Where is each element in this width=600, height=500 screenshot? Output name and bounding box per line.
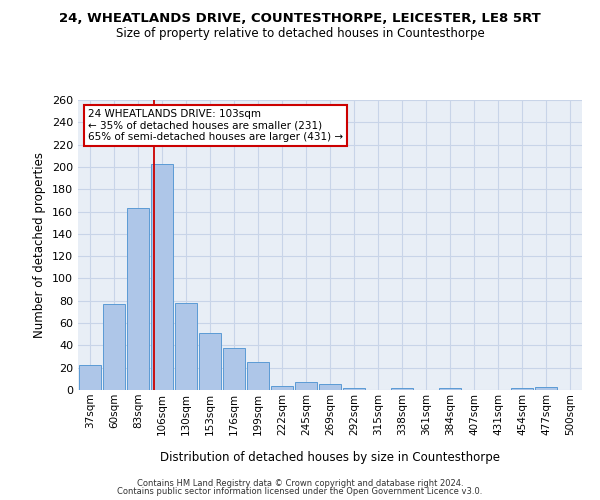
Text: 24, WHEATLANDS DRIVE, COUNTESTHORPE, LEICESTER, LE8 5RT: 24, WHEATLANDS DRIVE, COUNTESTHORPE, LEI… — [59, 12, 541, 26]
Bar — [127, 208, 149, 390]
Bar — [343, 388, 365, 390]
Text: Distribution of detached houses by size in Countesthorpe: Distribution of detached houses by size … — [160, 451, 500, 464]
Text: Contains public sector information licensed under the Open Government Licence v3: Contains public sector information licen… — [118, 487, 482, 496]
Bar — [247, 362, 269, 390]
Text: Size of property relative to detached houses in Countesthorpe: Size of property relative to detached ho… — [116, 28, 484, 40]
Bar — [103, 304, 125, 390]
Bar — [535, 386, 557, 390]
Bar — [319, 384, 341, 390]
Bar — [295, 382, 317, 390]
Bar — [151, 164, 173, 390]
Bar — [511, 388, 533, 390]
Y-axis label: Number of detached properties: Number of detached properties — [34, 152, 46, 338]
Bar — [391, 388, 413, 390]
Bar — [223, 348, 245, 390]
Bar — [175, 303, 197, 390]
Text: Contains HM Land Registry data © Crown copyright and database right 2024.: Contains HM Land Registry data © Crown c… — [137, 478, 463, 488]
Bar — [271, 386, 293, 390]
Bar — [439, 388, 461, 390]
Bar — [79, 366, 101, 390]
Bar — [199, 333, 221, 390]
Text: 24 WHEATLANDS DRIVE: 103sqm
← 35% of detached houses are smaller (231)
65% of se: 24 WHEATLANDS DRIVE: 103sqm ← 35% of det… — [88, 108, 343, 142]
